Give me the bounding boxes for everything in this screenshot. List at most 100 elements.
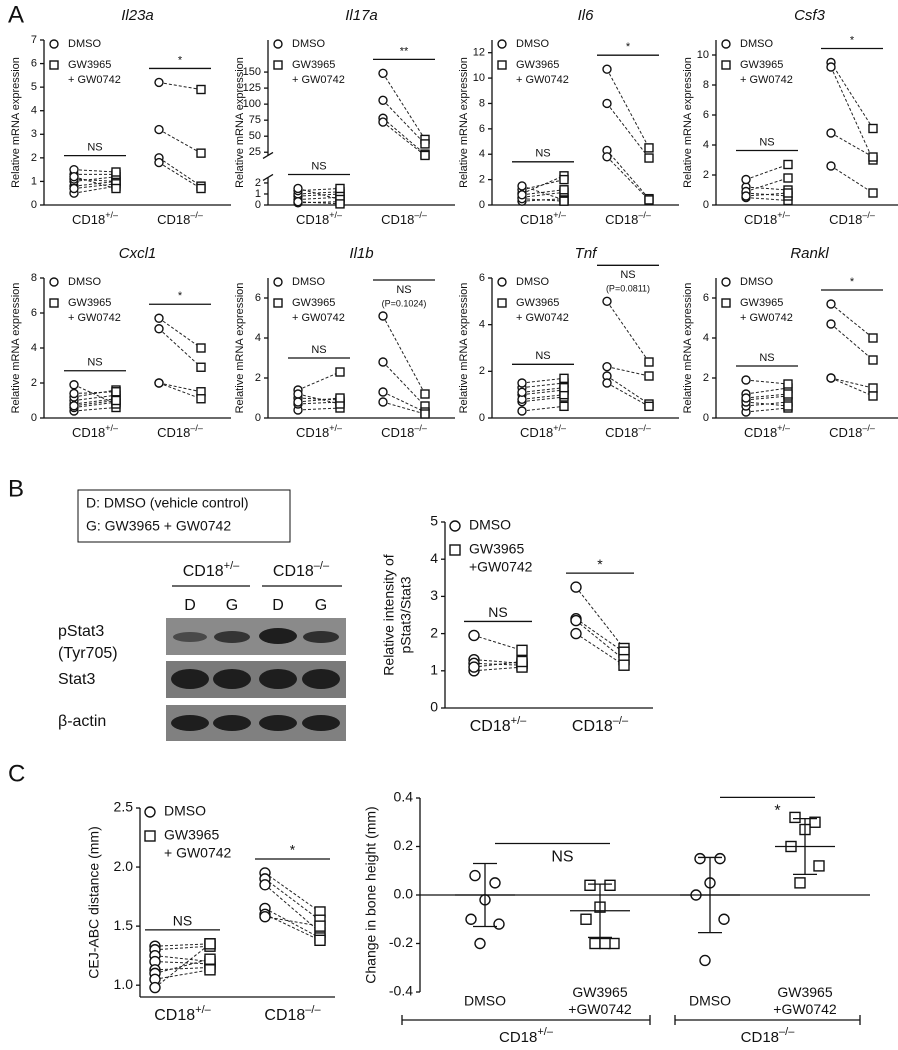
point: [69, 172, 79, 182]
pair-connector: [158, 382, 202, 393]
legend-marker: [273, 298, 283, 308]
significance-label: NS: [311, 160, 326, 172]
blot: D: DMSO (vehicle control) G: GW3965 + GW…: [58, 489, 346, 741]
legend-label: + GW0742: [68, 312, 121, 324]
legend-label: GW3965: [740, 297, 783, 309]
y-tick-label: 100: [243, 98, 261, 110]
point: [314, 934, 326, 946]
point: [204, 938, 216, 950]
point: [789, 811, 801, 824]
point: [196, 84, 206, 95]
y-tick-label: 6: [703, 109, 709, 121]
legend-marker: [497, 39, 507, 49]
point: [420, 139, 430, 149]
pair-connector: [745, 393, 789, 399]
pair-connector: [830, 165, 874, 194]
x-tick-label: CD18–/–: [157, 423, 203, 440]
pair-connector: [264, 907, 321, 939]
pair-connector: [745, 379, 789, 385]
pair-connector: [606, 156, 650, 201]
legend-label: + GW0742: [292, 312, 345, 324]
point: [584, 879, 596, 891]
lane-label: G: [226, 597, 238, 614]
pair-connector: [830, 377, 874, 397]
pair-connector: [606, 382, 650, 407]
point: [420, 389, 430, 399]
x-tick-label: CD18+/–: [520, 210, 566, 227]
point: [783, 379, 793, 389]
significance-label: *: [774, 803, 780, 820]
point: [718, 913, 730, 925]
y-tick-label: 4: [479, 148, 485, 160]
x-tick-label-text: CD18: [520, 212, 553, 227]
y-tick-label: 10: [697, 49, 709, 61]
x-tick-label: GW3965: [777, 984, 832, 1000]
x-tick-label: GW3965: [572, 984, 627, 1000]
point: [602, 361, 612, 372]
x-tick-label-sup: +/–: [537, 1026, 553, 1038]
row-label: β-actin: [58, 713, 106, 730]
pair-connector: [154, 945, 211, 951]
x-tick-label-sup: –/–: [190, 423, 203, 433]
point: [196, 394, 206, 404]
y-axis-label: Change in bone height (mm): [363, 806, 379, 983]
x-tick-label: CD18–/–: [381, 210, 427, 227]
y-tick-label: 2: [255, 372, 261, 384]
legend-label: DMSO: [516, 276, 549, 288]
row-label: (Tyr705): [58, 645, 118, 662]
pair-connector: [73, 398, 117, 405]
point: [570, 614, 582, 627]
pair-connector: [575, 618, 625, 653]
x-tick-label-text: CD18: [829, 425, 862, 440]
pair-connector: [606, 301, 650, 363]
axis-break: [262, 151, 274, 160]
y-tick-label: 10: [473, 72, 485, 84]
point: [741, 393, 751, 403]
legend-label: + GW0742: [516, 74, 569, 86]
significance-label: NS: [759, 136, 774, 148]
x-tick-label: CD18–/–: [605, 210, 651, 227]
significance-label: NS: [535, 148, 550, 160]
x-tick-label-sup: +/–: [105, 210, 118, 220]
legend-marker: [449, 544, 461, 556]
pair-connector: [473, 634, 523, 651]
pair-connector: [154, 966, 211, 971]
y-tick-label: 3: [31, 128, 37, 140]
pair-connector: [521, 185, 565, 201]
significance-label: NS: [87, 142, 102, 154]
pair-connector: [73, 384, 117, 405]
pair-connector: [154, 955, 211, 963]
y-tick-label: 0: [703, 199, 709, 211]
point: [644, 371, 654, 381]
pair-connector: [382, 121, 426, 156]
x-tick-label: +GW0742: [568, 1001, 632, 1017]
x-tick-label-sup: –/–: [414, 210, 427, 220]
x-tick-label-text: CD18: [157, 425, 190, 440]
point: [378, 397, 388, 407]
legend-marker: [49, 277, 59, 287]
pair-connector: [830, 132, 874, 158]
legend-label: DMSO: [164, 803, 206, 819]
lane-label: D: [184, 597, 196, 614]
y-tick-label: 2: [31, 377, 37, 389]
legend-marker: [721, 60, 731, 70]
x-tick-label-sup: –/–: [613, 715, 629, 727]
point: [335, 367, 345, 377]
y-tick-label: 6: [479, 123, 485, 135]
point: [826, 319, 836, 329]
y-tick-label: 6: [255, 292, 261, 304]
point: [559, 196, 569, 206]
y-tick-label: 4: [255, 332, 261, 344]
pair-connector: [297, 407, 341, 411]
pair-connector: [73, 401, 117, 408]
y-tick-label: 2.5: [114, 799, 134, 815]
pair-connector: [158, 317, 202, 349]
x-tick-label-text: CD18: [381, 425, 414, 440]
point: [589, 937, 601, 950]
point: [293, 389, 303, 399]
pair-connector: [521, 191, 565, 198]
point: [559, 373, 569, 384]
legend-marker: [721, 298, 731, 308]
y-tick-label: 1: [255, 188, 261, 200]
pair-connector: [575, 633, 625, 666]
